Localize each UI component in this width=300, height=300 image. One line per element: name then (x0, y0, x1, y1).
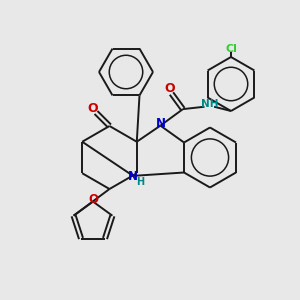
Text: N: N (155, 117, 165, 130)
Text: H: H (136, 178, 144, 188)
Text: O: O (165, 82, 175, 94)
Text: O: O (87, 101, 98, 115)
Text: N: N (128, 170, 138, 183)
Text: O: O (88, 193, 98, 206)
Text: NH: NH (201, 99, 219, 109)
Text: Cl: Cl (225, 44, 237, 55)
